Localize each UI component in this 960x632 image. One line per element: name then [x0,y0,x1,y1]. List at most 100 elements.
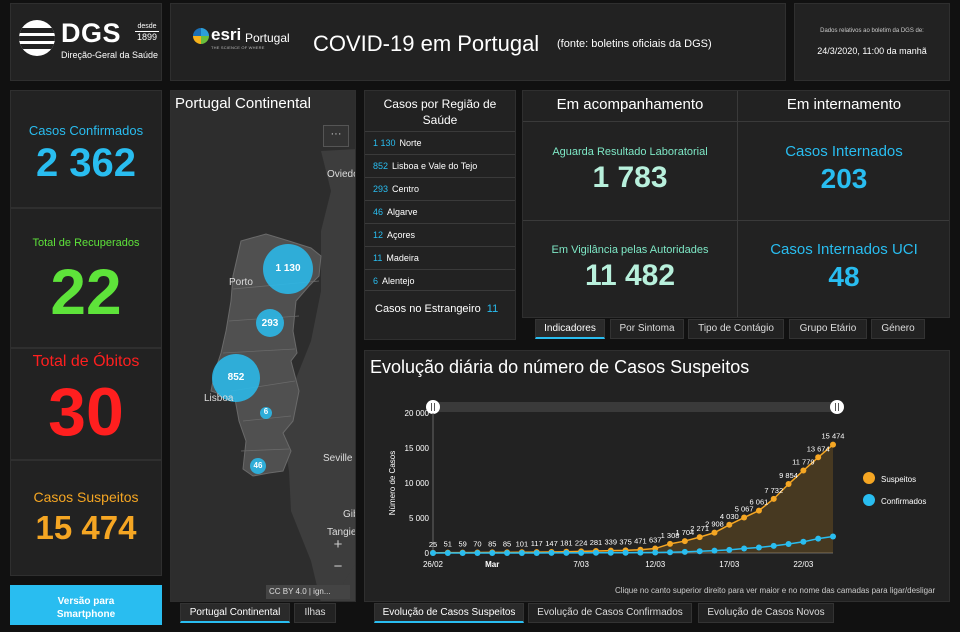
y-axis-label: Número de Casos [388,451,397,515]
bubble-centro[interactable] [256,309,284,337]
esri-tagline: THE SCIENCE OF WHERE [211,45,265,50]
confirmed-point [607,549,614,556]
confirmed-point [770,542,777,549]
confirmed-point [696,548,703,555]
confirmed-point [430,550,436,556]
confirmed-point [800,538,807,545]
suspected-label: Casos Suspeitos [33,489,139,505]
confirmed-point [518,549,525,556]
confirmed-point [652,549,659,556]
y-tick-label: 20 000 [405,409,430,418]
region-row-lisboa[interactable]: 852 Lisboa e Vale do Tejo [365,154,515,176]
title-panel: esri Portugal THE SCIENCE OF WHERE COVID… [170,3,786,81]
region-row-alentejo[interactable]: 6 Alentejo [365,269,515,291]
y-tick-label: 0 [425,549,430,558]
map-attribution[interactable]: CC BY 4.0 | ign... [266,585,350,599]
confirmed-point [622,549,629,556]
map-canvas[interactable] [171,91,356,602]
tab-por-sintoma[interactable]: Por Sintoma [610,319,684,339]
tab-evolucao-suspeitos[interactable]: Evolução de Casos Suspeitos [374,603,524,623]
suspected-data-label: 339 [605,538,618,547]
y-tick-label: 15 000 [405,444,430,453]
map-more-menu-icon[interactable]: ··· [323,125,349,147]
legend-confirmados-label[interactable]: Confirmados [881,497,927,506]
mobile-button-line1: Versão para [57,596,115,607]
date-panel: Dados relativos ao boletim da DGS de: 24… [794,3,950,81]
divider [523,220,949,221]
tab-tipo-contagio[interactable]: Tipo de Contágio [688,319,784,339]
suspected-data-label: 281 [590,538,603,547]
suspected-point [785,481,792,488]
mobile-button-line2: Smartphone [56,609,116,620]
bubble-label-centro: 293 [261,318,279,329]
confirmed-point [563,549,570,556]
region-count: 1 130 [373,138,396,148]
recovered-box: Total de Recuperados 22 [10,208,162,348]
bubble-lisboa[interactable] [212,354,260,402]
region-count: 11 [373,253,383,263]
map-panel[interactable]: Portugal Continental ··· Oviedo Porto Li… [170,90,356,602]
suspected-data-label: 224 [575,538,588,547]
vigil-value: 11 482 [584,259,676,292]
icu-label: Casos Internados UCI [770,241,918,258]
suspected-data-label: 1 704 [675,528,694,537]
confirmed-point [726,546,733,553]
tab-ilhas[interactable]: Ilhas [294,603,336,623]
recovered-value: 22 [50,256,122,328]
region-count: 6 [373,276,379,286]
tab-grupo-etario[interactable]: Grupo Etário [789,319,867,339]
region-row-madeira[interactable]: 11 Madeira [365,246,515,268]
monitoring-heading: Em acompanhamento [556,96,704,113]
legend-suspeitos-icon[interactable] [863,472,875,484]
x-tick-label: 22/03 [793,560,814,569]
suspected-point [770,495,777,502]
confirmed-line [433,535,834,554]
esri-globe-icon [193,28,209,44]
tab-portugal-continental[interactable]: Portugal Continental [180,603,290,623]
legend-confirmados-icon[interactable] [863,494,875,506]
bubble-algarve[interactable] [250,458,266,474]
suspected-data-label: 2 271 [690,524,709,533]
abroad-label: Casos no Estrangeiro [375,303,481,315]
zoom-out-button[interactable]: − [333,558,343,575]
suspected-point [830,441,836,448]
chart-canvas[interactable]: 0 5 000 10 000 15 000 20 000 Número de Casos 2… [365,351,951,603]
confirmed-point [504,549,511,556]
mobile-version-button[interactable]: Versão para Smartphone [10,585,162,625]
date-label: Dados relativos ao boletim da DGS de: [820,28,924,34]
confirmed-point [459,550,466,556]
region-count: 46 [373,207,384,217]
lab-label: Aguarda Resultado Laboratorial [552,146,708,158]
x-tick-label: 17/03 [719,560,740,569]
confirmed-point [711,547,718,554]
chart-panel: Evolução diária do número de Casos Suspe… [364,350,950,602]
place-seville: Seville [323,453,353,464]
region-row-norte[interactable]: 1 130 Norte [365,131,515,153]
tab-genero[interactable]: Género [871,319,925,339]
region-row-algarve[interactable]: 46 Algarve [365,200,515,222]
map-title: Portugal Continental [175,95,311,112]
tab-evolucao-novos[interactable]: Evolução de Casos Novos [698,603,834,623]
tab-evolucao-confirmados[interactable]: Evolução de Casos Confirmados [528,603,692,623]
suspected-data-label: 25 [429,540,437,549]
suspected-point [815,454,822,461]
tab-indicadores[interactable]: Indicadores [535,319,605,339]
page-title: COVID-19 em Portugal [313,31,540,56]
legend-suspeitos-label[interactable]: Suspeitos [881,475,917,484]
zoom-in-button[interactable]: + [333,536,343,553]
region-name: Lisboa e Vale do Tejo [392,161,478,171]
hospital-heading: Em internamento [786,96,902,113]
range-handle-left [426,400,440,414]
abroad-cases-row: Casos no Estrangeiro 11 [365,303,515,315]
page-source: (fonte: boletins oficiais da DGS) [557,38,712,50]
bubble-label-algarve: 46 [253,461,263,470]
bubble-norte[interactable] [263,244,313,294]
divider [523,121,949,122]
region-name: Alentejo [382,276,415,286]
region-row-centro[interactable]: 293 Centro [365,177,515,199]
bubble-alentejo[interactable] [260,407,272,419]
hospital-label: Casos Internados [785,143,903,160]
suspected-point [711,529,718,536]
suspected-data-label: 181 [560,539,573,548]
region-row-acores[interactable]: 12 Açores [365,223,515,245]
